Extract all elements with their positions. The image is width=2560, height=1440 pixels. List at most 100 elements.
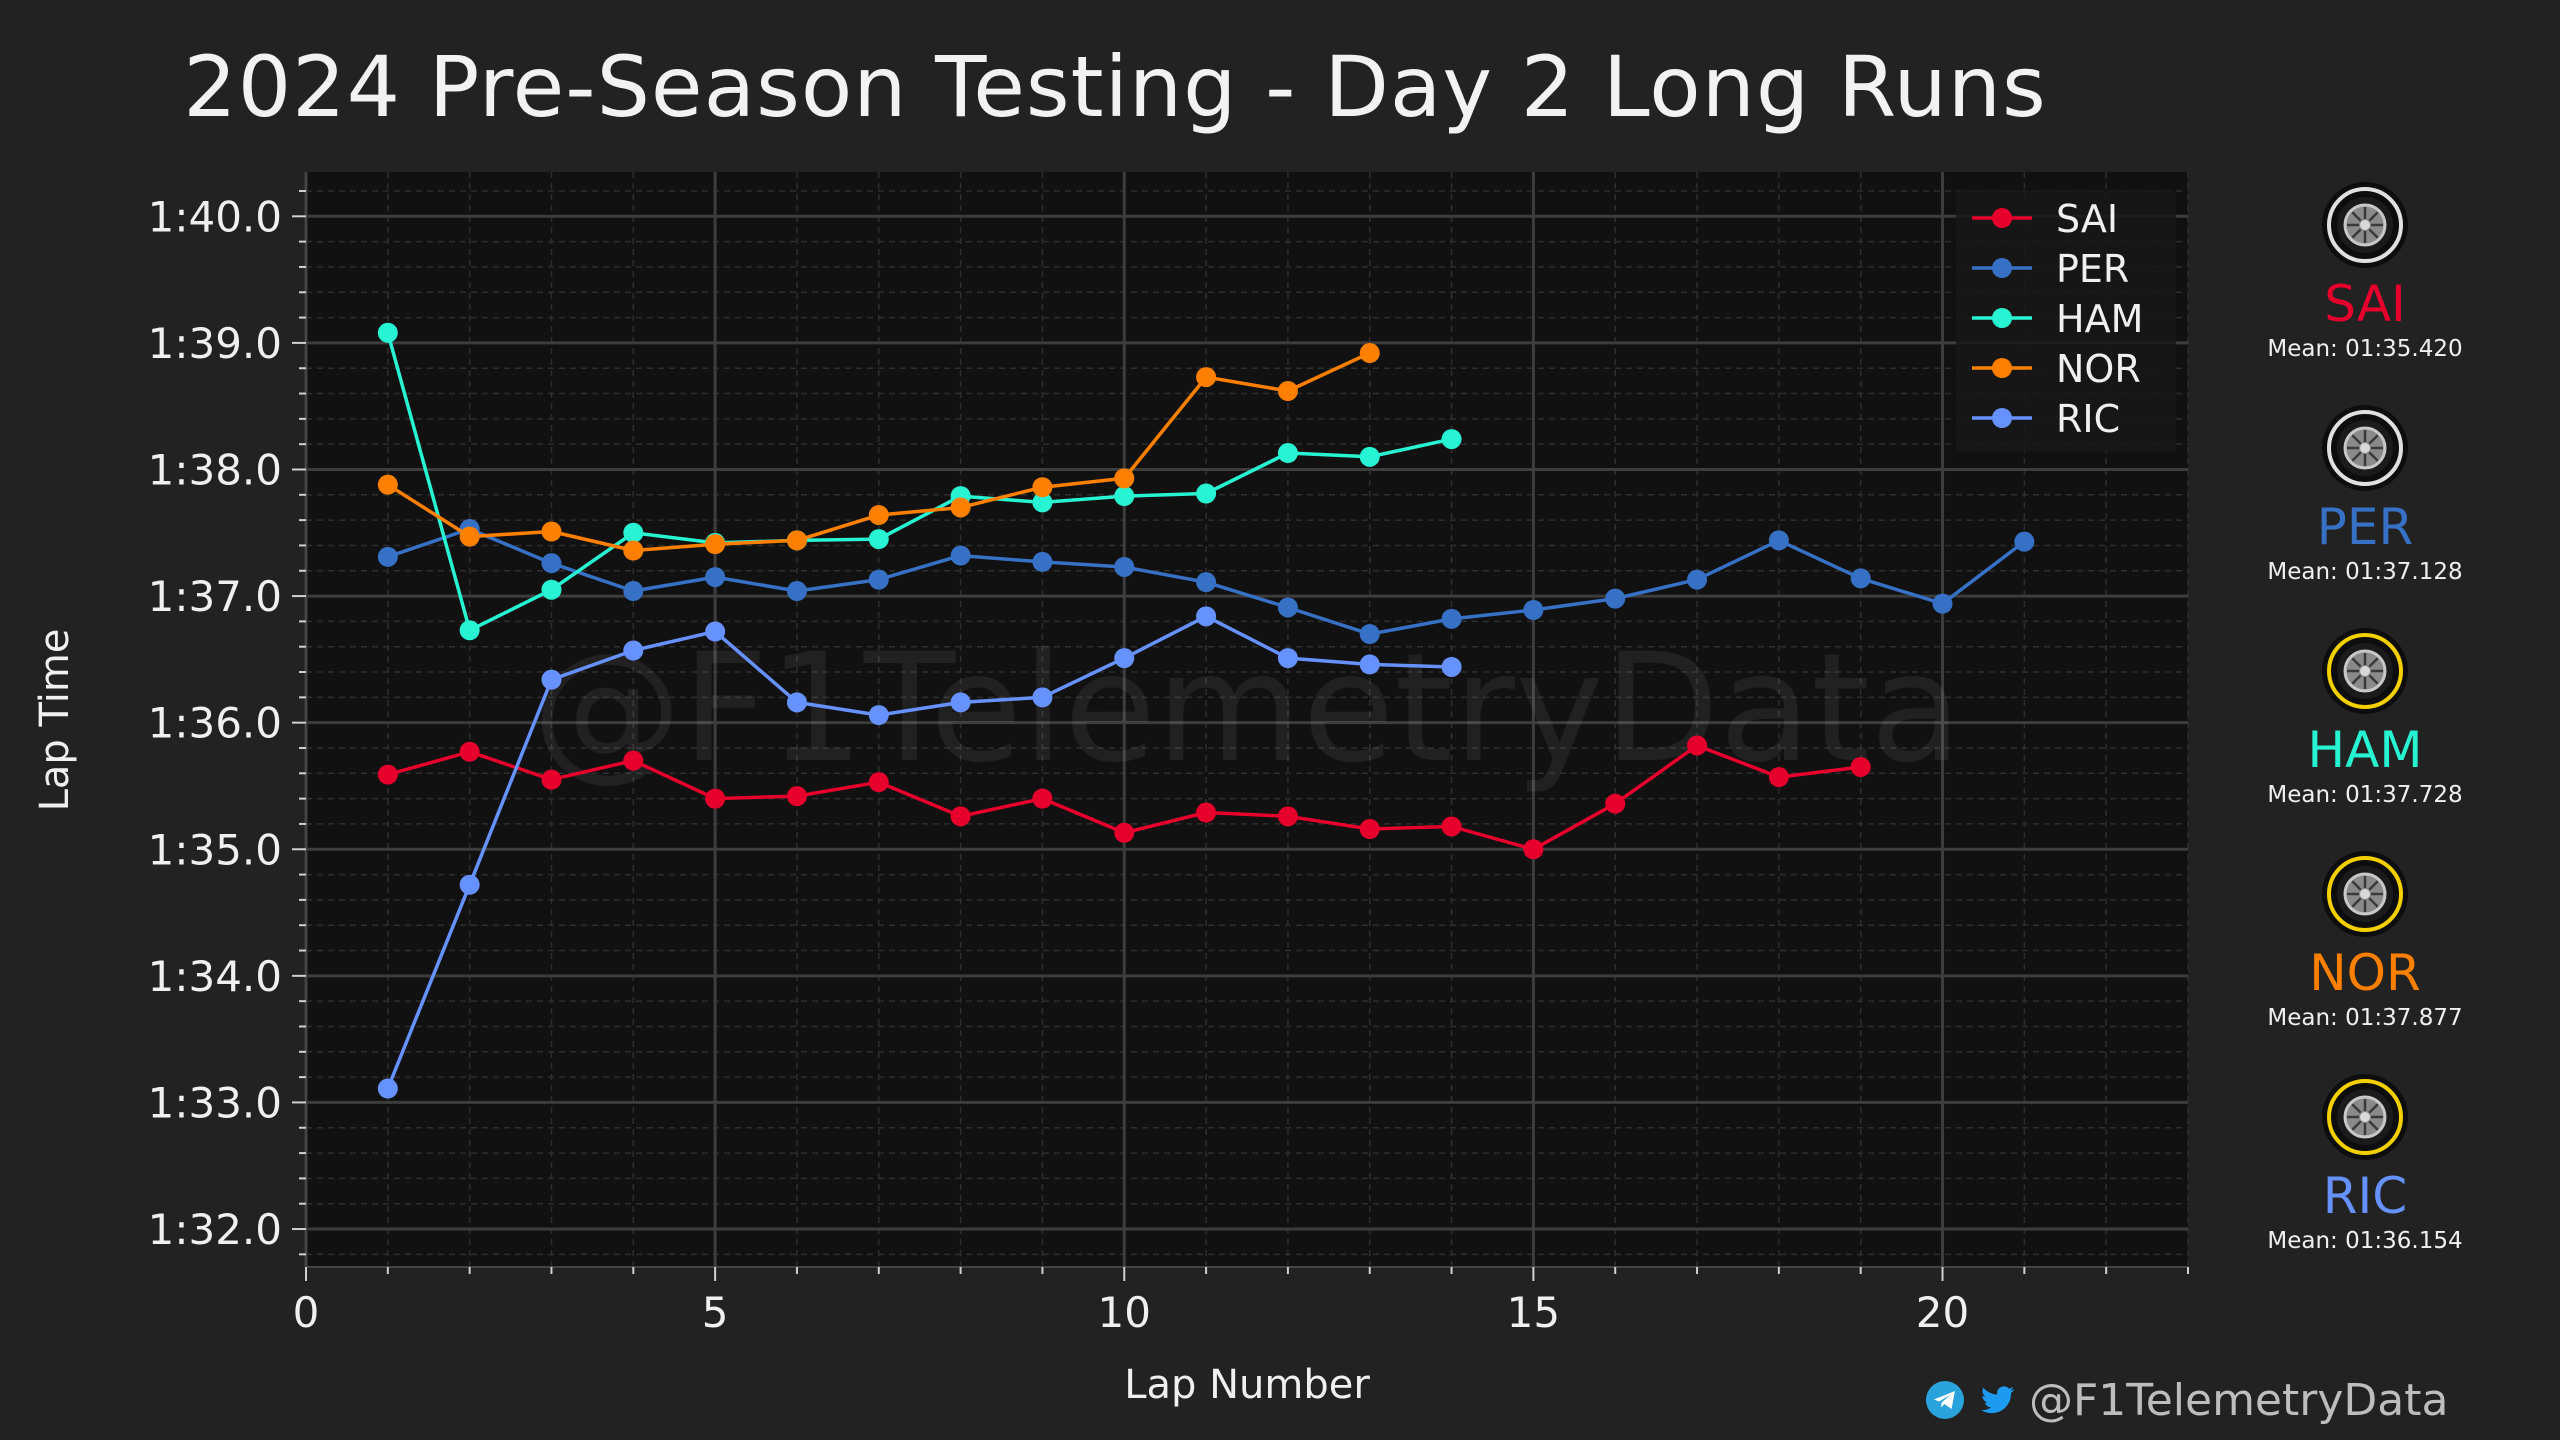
data-point (1441, 816, 1462, 837)
driver-code: SAI (2324, 275, 2406, 333)
data-point (377, 474, 398, 495)
data-point (705, 788, 726, 809)
twitter-icon[interactable] (1977, 1380, 2017, 1420)
driver-mean: Mean: 01:37.128 (2267, 559, 2463, 585)
data-point (868, 505, 889, 526)
y-tick-label: 1:39.0 (148, 319, 282, 368)
data-point (541, 521, 562, 542)
data-point (541, 553, 562, 574)
wheel-spoke (2368, 674, 2379, 685)
data-point (1032, 477, 1053, 498)
y-tick-label: 1:40.0 (148, 192, 282, 241)
data-point (1359, 446, 1380, 467)
x-axis-label: Lap Number (1124, 1362, 1370, 1408)
data-point (1441, 656, 1462, 677)
data-point (623, 522, 644, 543)
wheel-spoke (2351, 880, 2362, 891)
axes: 0 5 10 15 20 1:32.0 1:33.0 1:34.0 1:35.0 1:36.0 1:… (148, 172, 2189, 1337)
compound-ring (2327, 633, 2403, 709)
x-tick-label: 10 (1098, 1288, 1151, 1337)
wheel-spoke (2351, 674, 2362, 685)
data-point (1196, 367, 1217, 388)
data-point (868, 772, 889, 793)
data-point (786, 581, 807, 602)
data-point (1277, 381, 1298, 401)
data-point (1032, 788, 1053, 809)
data-point (1768, 767, 1789, 788)
driver-mean: Mean: 01:35.420 (2267, 336, 2463, 362)
data-point (1114, 648, 1135, 669)
driver-card-sai: SAI Mean: 01:35.420 (2220, 180, 2510, 362)
data-point (1359, 343, 1380, 364)
data-point (459, 526, 480, 547)
legend-label: NOR (2056, 347, 2141, 391)
data-point (950, 692, 971, 713)
data-point (705, 621, 726, 642)
tyre-icon (2322, 628, 2408, 714)
tyre-icon (2322, 405, 2408, 491)
series-line (386, 332, 1452, 633)
driver-card-ric: RIC Mean: 01:36.154 (2220, 1072, 2510, 1254)
data-point (623, 640, 644, 661)
y-tick-label: 1:38.0 (148, 445, 282, 494)
watermark: @F1TelemetryData (532, 622, 1962, 796)
x-tick-label: 5 (702, 1288, 729, 1337)
data-point (868, 529, 889, 550)
driver-mean: Mean: 01:37.877 (2267, 1005, 2463, 1031)
data-point (1359, 624, 1380, 645)
legend-item-sai: SAI (1972, 197, 2118, 241)
data-point (377, 322, 398, 343)
data-point (950, 806, 971, 827)
compound-ring (2327, 187, 2403, 263)
series-line (386, 614, 1452, 1090)
data-point (1196, 572, 1217, 593)
data-point (1277, 597, 1298, 618)
y-tick-label: 1:34.0 (148, 952, 282, 1001)
legend-label: SAI (2056, 197, 2118, 241)
wheel-hub (2360, 1112, 2370, 1122)
legend-label: RIC (2056, 397, 2120, 441)
wheel-spoke (2368, 228, 2379, 239)
driver-mean: Mean: 01:36.154 (2267, 1228, 2463, 1254)
y-tick-label: 1:37.0 (148, 572, 282, 621)
legend-marker (1992, 308, 2012, 328)
wheel-spoke (2368, 1103, 2379, 1114)
legend-marker (1992, 258, 2012, 278)
social-credit: @F1TelemetryData (1925, 1370, 2448, 1430)
y-tick-label: 1:33.0 (148, 1078, 282, 1127)
wheel-spoke (2351, 228, 2362, 239)
series-nor (377, 343, 1380, 561)
wheel-hub (2360, 443, 2370, 453)
data-point (1196, 483, 1217, 504)
driver-card-ham: HAM Mean: 01:37.728 (2220, 626, 2510, 808)
data-point (459, 874, 480, 895)
data-point (1114, 486, 1135, 507)
data-point (1032, 687, 1053, 708)
data-point (623, 581, 644, 602)
data-point (1114, 822, 1135, 843)
wheel-spoke (2368, 880, 2379, 891)
data-point (1277, 443, 1298, 464)
driver-code: RIC (2322, 1167, 2408, 1225)
telegram-icon[interactable] (1925, 1380, 1965, 1420)
series-per (377, 518, 2035, 645)
data-point (950, 545, 971, 566)
social-handle[interactable]: @F1TelemetryData (2029, 1374, 2449, 1426)
data-point (705, 534, 726, 555)
legend-marker (1992, 208, 2012, 228)
wheel-spoke (2368, 434, 2379, 445)
data-point (1196, 802, 1217, 823)
wheel-spoke (2351, 434, 2362, 445)
series-ric (377, 606, 1462, 1099)
data-point (1441, 608, 1462, 629)
data-point (541, 579, 562, 600)
wheel-spoke (2368, 211, 2379, 222)
data-point (1687, 569, 1708, 590)
compound-ring (2327, 410, 2403, 486)
data-point (1277, 648, 1298, 669)
wheel-spoke (2351, 451, 2362, 462)
data-point (623, 540, 644, 561)
data-point (1359, 654, 1380, 675)
x-tick-label: 15 (1507, 1288, 1560, 1337)
